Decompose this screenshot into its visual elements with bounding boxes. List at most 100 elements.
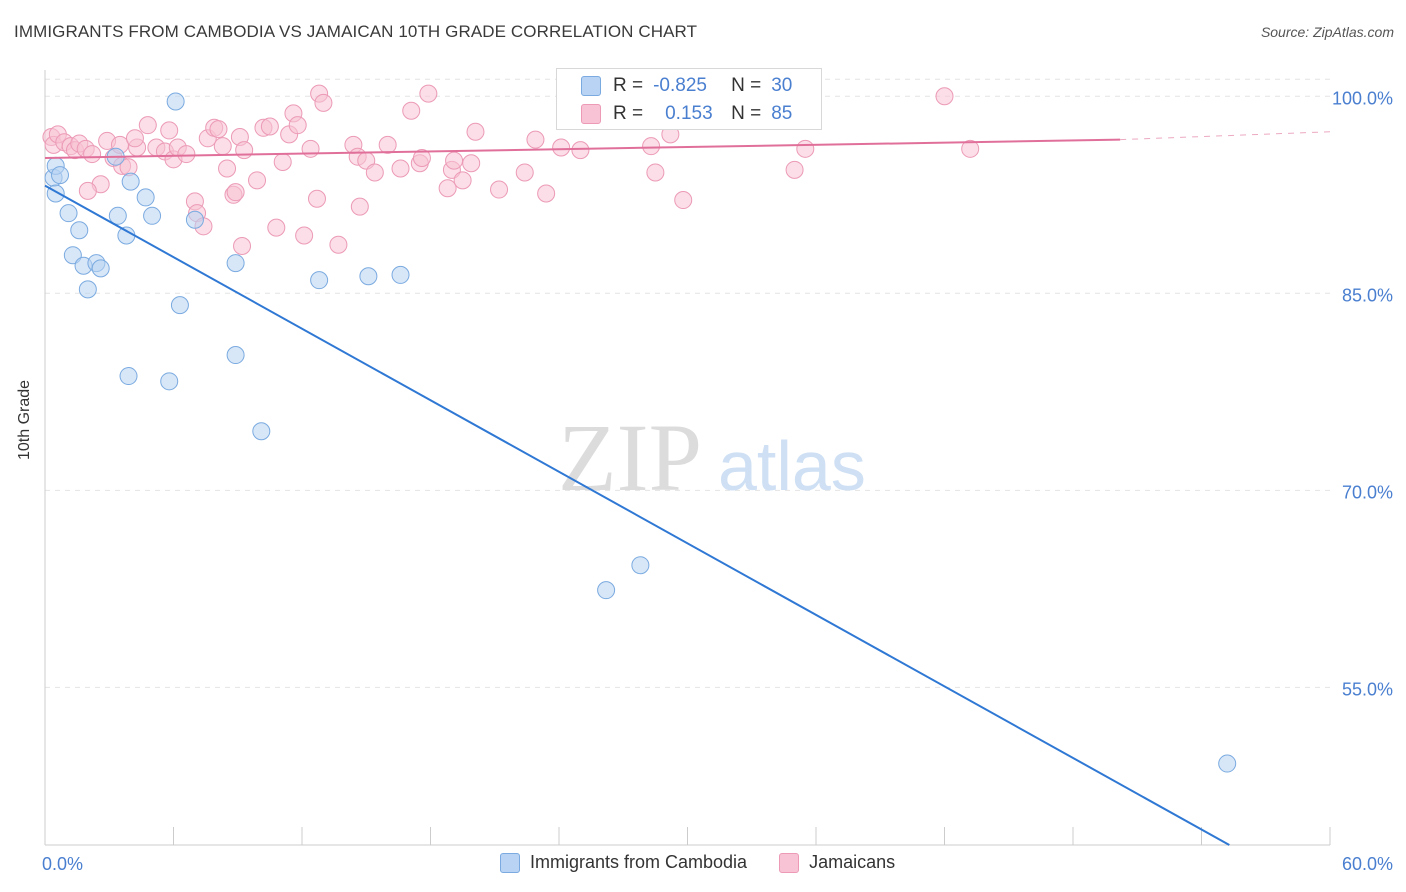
jamaicans-point <box>515 163 534 182</box>
legend-swatch-pink <box>779 852 800 873</box>
n-value: 30 <box>771 75 793 96</box>
n-label: N = <box>731 103 762 124</box>
correlation-row-jamaicans: R = 0.153 N = 85 <box>581 101 792 127</box>
jamaicans-point <box>329 235 348 254</box>
cambodia-point <box>226 254 245 273</box>
cambodia-point <box>121 172 140 191</box>
y-tick-label: 100.0% <box>1332 88 1393 108</box>
jamaicans-point <box>314 93 333 112</box>
correlation-legend: R = -0.825 N = 30 R = 0.153 N = 85 <box>556 68 822 130</box>
cambodia-point <box>1218 754 1237 773</box>
pink-swatch <box>581 104 601 124</box>
legend-label-cambodia: Immigrants from Cambodia <box>530 852 748 872</box>
legend-swatch-blue <box>500 852 520 873</box>
jamaicans-point <box>288 116 307 135</box>
jamaicans-points <box>42 84 980 256</box>
cambodia-point <box>170 296 189 315</box>
jamaicans-point <box>466 122 485 141</box>
cambodia-point <box>226 346 245 365</box>
cambodia-point <box>70 221 89 240</box>
watermark-atlas: atlas <box>718 427 866 505</box>
jamaicans-point <box>674 191 693 210</box>
legend-item-jamaicans: Jamaicans <box>779 852 895 873</box>
cambodia-point <box>166 92 185 111</box>
jamaicans-point <box>177 145 196 164</box>
cambodia-point <box>91 259 110 278</box>
jamaicans-point <box>267 218 286 237</box>
r-label: R = <box>613 75 644 96</box>
correlation-row-cambodia: R = -0.825 N = 30 <box>581 73 792 99</box>
jamaicans-point <box>445 151 464 170</box>
y-tick-label: 55.0% <box>1342 679 1393 699</box>
jamaicans-point <box>248 171 267 190</box>
cambodia-point <box>50 166 69 185</box>
blue-swatch <box>581 76 601 96</box>
jamaicans-point <box>295 226 314 245</box>
cambodia-point <box>59 204 78 223</box>
jamaicans-point <box>412 149 431 168</box>
jamaicans-trend-extension <box>1120 131 1331 141</box>
jamaicans-point <box>235 141 254 160</box>
legend-item-cambodia: Immigrants from Cambodia <box>500 852 747 873</box>
jamaicans-point <box>209 120 228 139</box>
cambodia-point <box>136 188 155 207</box>
chart-title: IMMIGRANTS FROM CAMBODIA VS JAMAICAN 10T… <box>14 22 698 41</box>
trend-lines <box>44 131 1331 846</box>
jamaicans-point <box>160 121 179 140</box>
cambodia-point <box>252 422 271 441</box>
watermark-zip: ZIP <box>558 404 702 511</box>
jamaicans-point <box>537 184 556 203</box>
r-value: -0.825 <box>653 75 707 96</box>
n-value: 85 <box>771 103 793 124</box>
grid-lines <box>45 78 1330 688</box>
jamaicans-point <box>419 84 438 103</box>
source-label: Source: ZipAtlas.com <box>1260 24 1394 40</box>
n-label: N = <box>731 75 762 96</box>
cambodia-point <box>78 280 97 299</box>
cambodia-point <box>631 556 650 575</box>
jamaicans-point <box>83 145 102 164</box>
jamaicans-point <box>453 171 472 190</box>
r-value: 0.153 <box>665 103 713 124</box>
jamaicans-point <box>642 137 661 156</box>
cambodia-point <box>391 265 410 284</box>
jamaicans-point <box>526 130 545 149</box>
x-tick-label-min: 0.0% <box>42 854 83 874</box>
jamaicans-point <box>402 101 421 120</box>
cambodia-trend-line <box>44 184 1230 846</box>
jamaicans-point <box>571 141 590 160</box>
jamaicans-point <box>552 138 571 157</box>
tick-labels: 55.0% 70.0% 85.0% 100.0% 0.0% 60.0% <box>42 88 1393 874</box>
jamaicans-point <box>935 87 954 106</box>
cambodia-point <box>359 267 378 286</box>
cambodia-point <box>597 581 616 600</box>
cambodia-point <box>185 210 204 229</box>
cambodia-point <box>160 372 179 391</box>
jamaicans-point <box>350 197 369 216</box>
jamaicans-point <box>273 152 292 171</box>
jamaicans-point <box>490 180 509 199</box>
jamaicans-point <box>378 135 397 154</box>
cambodia-point <box>119 367 138 386</box>
jamaicans-point <box>646 163 665 182</box>
jamaicans-point <box>218 159 237 178</box>
series-legend: Immigrants from Cambodia Jamaicans <box>500 852 917 873</box>
legend-label-jamaicans: Jamaicans <box>809 852 896 872</box>
y-tick-label: 70.0% <box>1342 482 1393 502</box>
jamaicans-point <box>233 237 252 256</box>
jamaicans-point <box>391 159 410 178</box>
y-tick-label: 85.0% <box>1342 285 1393 305</box>
jamaicans-point <box>213 137 232 156</box>
jamaicans-point <box>301 139 320 158</box>
jamaicans-point <box>785 160 804 179</box>
cambodia-point <box>117 226 136 245</box>
cambodia-points <box>44 92 1237 773</box>
jamaicans-point <box>796 139 815 158</box>
axes <box>44 70 1331 846</box>
cambodia-point <box>143 206 162 225</box>
jamaicans-trend-line <box>44 138 1121 160</box>
cambodia-point <box>310 271 329 290</box>
jamaicans-point <box>438 179 457 198</box>
jamaicans-point <box>462 154 481 173</box>
